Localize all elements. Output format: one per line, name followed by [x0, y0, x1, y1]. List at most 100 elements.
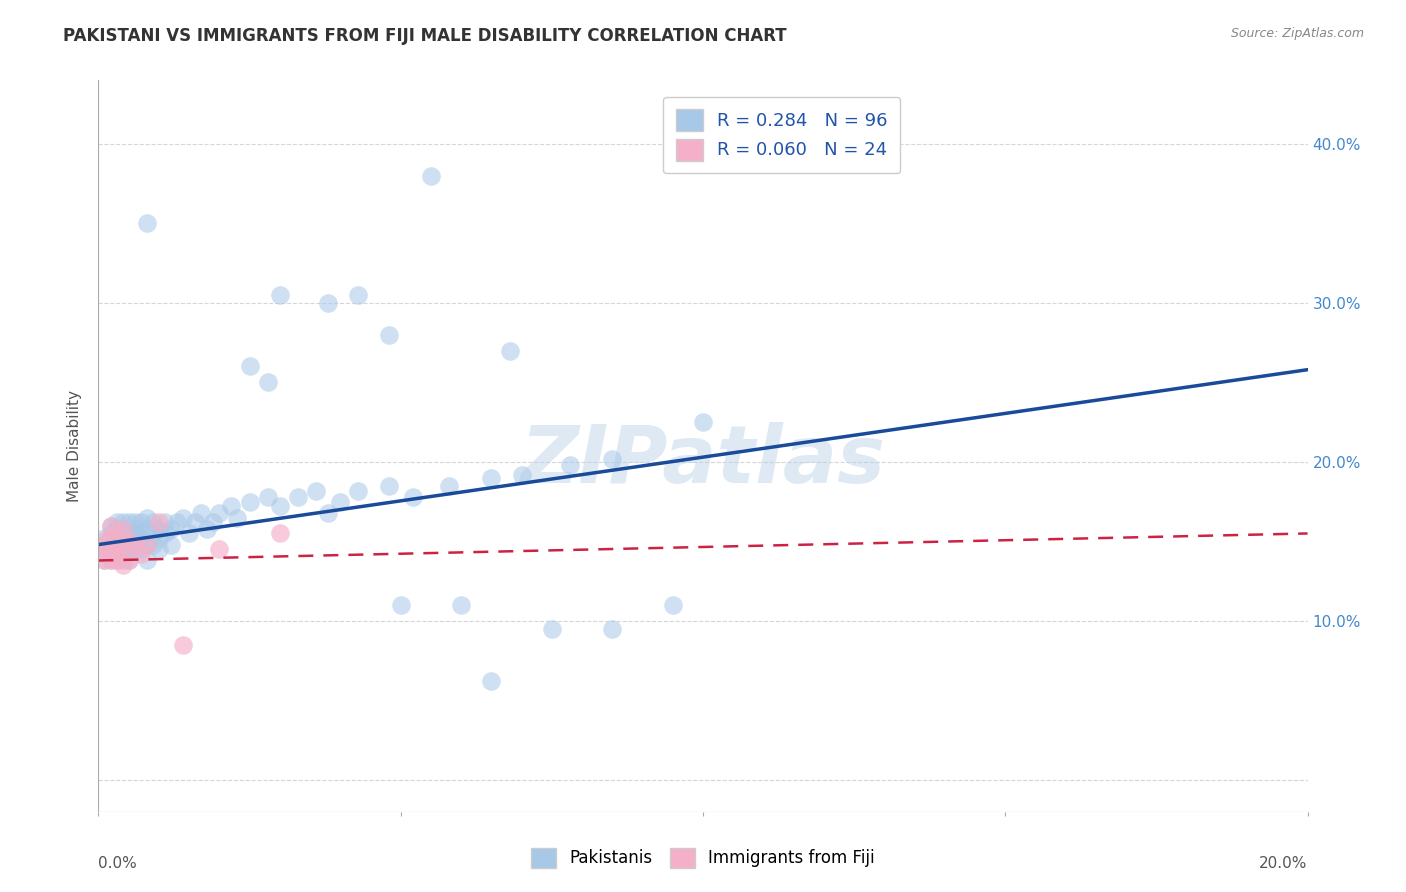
Pakistanis [135, 216, 157, 230]
Immigrants from Fiji [100, 531, 122, 545]
Pakistanis [135, 553, 157, 567]
Pakistanis [105, 534, 128, 549]
Pakistanis [160, 522, 183, 536]
Pakistanis [540, 622, 562, 636]
Pakistanis [602, 622, 624, 636]
Immigrants from Fiji [118, 553, 141, 567]
Pakistanis [661, 598, 683, 612]
Pakistanis [142, 526, 165, 541]
Pakistanis [100, 534, 122, 549]
Pakistanis [221, 500, 243, 514]
Pakistanis [118, 553, 141, 567]
Pakistanis [153, 516, 176, 530]
Pakistanis [256, 376, 278, 390]
Pakistanis [129, 516, 152, 530]
Pakistanis [316, 296, 339, 310]
Pakistanis [111, 538, 134, 552]
Pakistanis [100, 553, 122, 567]
Immigrants from Fiji [111, 522, 134, 536]
Pakistanis [129, 542, 152, 557]
Pakistanis [692, 415, 714, 429]
Immigrants from Fiji [105, 547, 128, 561]
Pakistanis [153, 526, 176, 541]
Pakistanis [124, 542, 146, 557]
Pakistanis [105, 547, 128, 561]
Pakistanis [111, 531, 134, 545]
Pakistanis [305, 483, 328, 498]
Pakistanis [481, 674, 503, 689]
Pakistanis [105, 516, 128, 530]
Pakistanis [437, 479, 460, 493]
Pakistanis [105, 538, 128, 552]
Pakistanis [377, 327, 399, 342]
Pakistanis [118, 531, 141, 545]
Pakistanis [105, 542, 128, 557]
Pakistanis [118, 526, 141, 541]
Immigrants from Fiji [93, 547, 115, 561]
Pakistanis [316, 506, 339, 520]
Pakistanis [129, 531, 152, 545]
Pakistanis [142, 538, 165, 552]
Pakistanis [239, 494, 262, 508]
Pakistanis [510, 467, 533, 482]
Text: PAKISTANI VS IMMIGRANTS FROM FIJI MALE DISABILITY CORRELATION CHART: PAKISTANI VS IMMIGRANTS FROM FIJI MALE D… [63, 27, 787, 45]
Text: ZIPatlas: ZIPatlas [520, 422, 886, 500]
Pakistanis [93, 553, 115, 567]
Text: Source: ZipAtlas.com: Source: ZipAtlas.com [1230, 27, 1364, 40]
Pakistanis [184, 516, 207, 530]
Pakistanis [111, 553, 134, 567]
Pakistanis [142, 516, 165, 530]
Pakistanis [269, 288, 291, 302]
Pakistanis [105, 531, 128, 545]
Pakistanis [93, 542, 115, 557]
Immigrants from Fiji [93, 553, 115, 567]
Pakistanis [166, 516, 188, 530]
Pakistanis [269, 500, 291, 514]
Immigrants from Fiji [129, 547, 152, 561]
Pakistanis [377, 479, 399, 493]
Immigrants from Fiji [100, 542, 122, 557]
Pakistanis [93, 538, 115, 552]
Pakistanis [124, 516, 146, 530]
Pakistanis [179, 526, 201, 541]
Pakistanis [420, 169, 443, 183]
Pakistanis [389, 598, 412, 612]
Pakistanis [100, 518, 122, 533]
Pakistanis [111, 516, 134, 530]
Immigrants from Fiji [100, 553, 122, 567]
Pakistanis [148, 531, 170, 545]
Pakistanis [100, 542, 122, 557]
Pakistanis [287, 490, 309, 504]
Pakistanis [558, 458, 581, 472]
Immigrants from Fiji [172, 638, 194, 652]
Pakistanis [135, 538, 157, 552]
Pakistanis [202, 516, 225, 530]
Pakistanis [256, 490, 278, 504]
Pakistanis [105, 522, 128, 536]
Immigrants from Fiji [93, 534, 115, 549]
Pakistanis [347, 288, 370, 302]
Text: 20.0%: 20.0% [1260, 856, 1308, 871]
Pakistanis [402, 490, 425, 504]
Pakistanis [135, 510, 157, 524]
Pakistanis [195, 522, 218, 536]
Text: 0.0%: 0.0% [98, 856, 138, 871]
Pakistanis [347, 483, 370, 498]
Pakistanis [329, 494, 352, 508]
Pakistanis [450, 598, 472, 612]
Pakistanis [135, 522, 157, 536]
Pakistanis [226, 510, 249, 524]
Immigrants from Fiji [93, 538, 115, 552]
Immigrants from Fiji [111, 558, 134, 573]
Pakistanis [129, 526, 152, 541]
Pakistanis [111, 542, 134, 557]
Immigrants from Fiji [208, 542, 231, 557]
Immigrants from Fiji [148, 516, 170, 530]
Pakistanis [111, 522, 134, 536]
Pakistanis [481, 471, 503, 485]
Pakistanis [100, 538, 122, 552]
Pakistanis [148, 542, 170, 557]
Pakistanis [124, 526, 146, 541]
Pakistanis [118, 538, 141, 552]
Pakistanis [100, 526, 122, 541]
